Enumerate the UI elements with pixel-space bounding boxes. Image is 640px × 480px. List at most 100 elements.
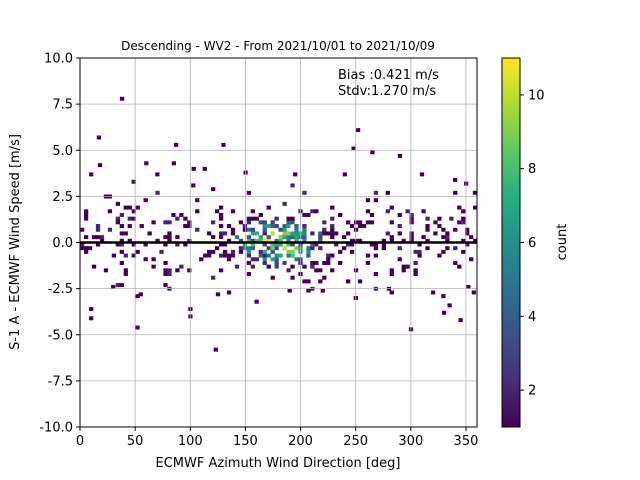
heatmap-bin [290,253,295,258]
heatmap-bin [163,242,168,247]
heatmap-bin [397,231,402,236]
heatmap-bin [211,187,216,192]
heatmap-bin [342,246,347,251]
heatmap-bin [254,231,259,236]
heatmap-bin [262,238,267,243]
heatmap-bin [373,253,379,258]
heatmap-bin [143,257,148,262]
bias-annotation: Bias :0.421 m/s [338,68,439,83]
stdv-annotation: Stdv:1.270 m/s [338,84,436,99]
heatmap-bin [99,238,105,243]
x-axis-ticks: 0 50 100 150 200 250 300 350 [76,427,478,449]
heatmap-bin [246,253,252,258]
heatmap-bin [338,212,343,217]
heatmap-bin [250,238,255,243]
heatmap-bin [119,283,124,288]
heatmap-bin [294,227,299,232]
heatmap-bin [131,209,136,214]
heatmap-bin [286,235,291,240]
heatmap-bin [226,253,232,258]
heatmap-bin [437,216,442,221]
heatmap-bin [274,216,279,221]
heatmap-bin [278,238,283,243]
heatmap-bin [373,246,379,251]
heatmap-bin [250,209,255,214]
heatmap-bin [282,235,287,240]
heatmap-bin [218,235,224,240]
heatmap-bin [191,166,196,171]
heatmap-bin [167,235,172,240]
heatmap-bin [349,242,355,247]
heatmap-bin [282,201,287,206]
heatmap-bin [441,249,446,254]
heatmap-bin [345,242,351,247]
heatmap-bin [373,272,379,277]
heatmap-bin [258,212,263,217]
heatmap-bin [218,216,224,221]
colorbar-tick-label: 4 [528,310,536,325]
heatmap-bin [457,220,462,225]
heatmap-bin [466,284,471,289]
heatmap-bin [218,242,224,247]
heatmap-bin [385,190,390,195]
heatmap-bin [115,283,120,288]
heatmap-bin [238,249,244,254]
heatmap-bin [345,279,351,284]
heatmap-bin [211,249,216,254]
heatmap-bin [91,235,97,240]
y-tick-label: 0.0 [52,236,73,251]
heatmap-bin [226,224,232,229]
heatmap-bin [314,268,319,273]
heatmap-bin [222,231,228,236]
heatmap-bin [318,235,323,240]
heatmap-bin [318,238,323,243]
heatmap-bin [330,227,335,232]
heatmap-bin [246,216,252,221]
heatmap-bin [274,260,279,265]
heatmap-bin [175,216,180,221]
heatmap-bin [441,294,446,299]
heatmap-bin [409,220,414,225]
heatmap-bin [290,249,295,254]
heatmap-bin [135,294,140,299]
heatmap-bin [282,227,287,232]
x-tick-label: 200 [288,434,313,449]
heatmap-bin [417,253,422,258]
heatmap-bin [234,264,240,269]
heatmap-bin [417,242,422,247]
y-axis-ticks: -10.0 -7.5 -5.0 -2.5 0.0 2.5 5.0 7.5 10.0 [39,52,80,436]
heatmap-bin [290,183,295,188]
heatmap-bin [465,242,470,247]
heatmap-bin [274,253,279,258]
heatmap-bin [270,231,275,236]
heatmap-bin [151,220,156,225]
heatmap-bin [425,216,430,221]
heatmap-bin [173,142,179,147]
heatmap-bin [373,190,379,195]
heatmap-bin [421,209,426,214]
y-tick-label: 10.0 [44,52,73,67]
heatmap-bin [320,288,325,293]
heatmap-bin [80,242,85,247]
heatmap-bin [365,253,371,258]
heatmap-bin [171,161,177,166]
heatmap-bin [433,231,438,236]
heatmap-bin [461,216,466,221]
heatmap-bin [226,257,232,262]
heatmap-bin [302,279,307,284]
heatmap-bin [453,246,458,251]
heatmap-bin [461,238,466,243]
heatmap-bin [262,253,267,258]
heatmap-bin [163,283,168,288]
x-tick-label: 150 [233,434,258,449]
heatmap-bin [274,224,279,229]
heatmap-bin [155,172,160,177]
heatmap-bin [294,238,299,243]
heatmap-bin [144,161,149,166]
heatmap-bin [294,231,299,236]
heatmap-bin [469,235,474,240]
heatmap-bin [127,224,132,229]
x-tick-label: 250 [343,434,368,449]
heatmap-bin [322,275,327,280]
heatmap-bin [465,227,470,232]
